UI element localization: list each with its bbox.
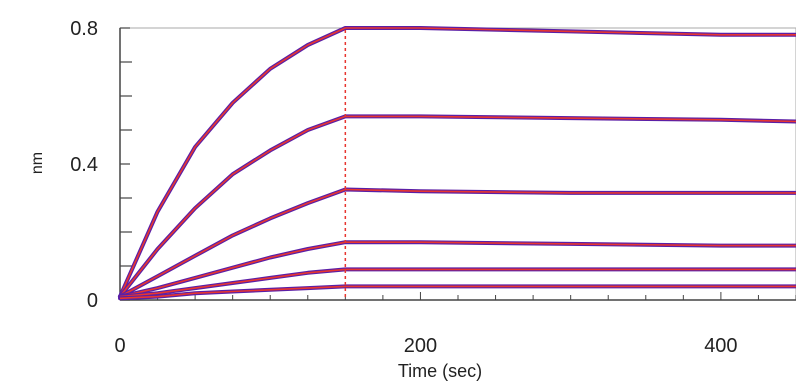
series-group <box>118 26 796 301</box>
axes <box>119 27 796 301</box>
series-fit-line-2 <box>119 115 796 298</box>
y-tick-label: 0 <box>87 290 98 312</box>
tick-labels: 0 0.4 0.8 0 200 400 <box>70 18 737 357</box>
x-tick-label: 0 <box>114 335 125 357</box>
x-tick-label: 400 <box>704 335 737 357</box>
series-fit-line-1 <box>119 27 796 297</box>
series-fit-line-3 <box>119 188 796 298</box>
series-fit-line-5 <box>119 268 796 298</box>
x-tick-label: 200 <box>404 335 437 357</box>
series-fit-line-4 <box>119 241 796 298</box>
y-tick-label: 0.8 <box>70 18 98 40</box>
series-fit-line-6 <box>119 285 796 300</box>
y-tick-label: 0.4 <box>70 154 98 176</box>
y-axis-title: nm <box>29 152 46 174</box>
x-axis-title: Time (sec) <box>398 361 482 381</box>
